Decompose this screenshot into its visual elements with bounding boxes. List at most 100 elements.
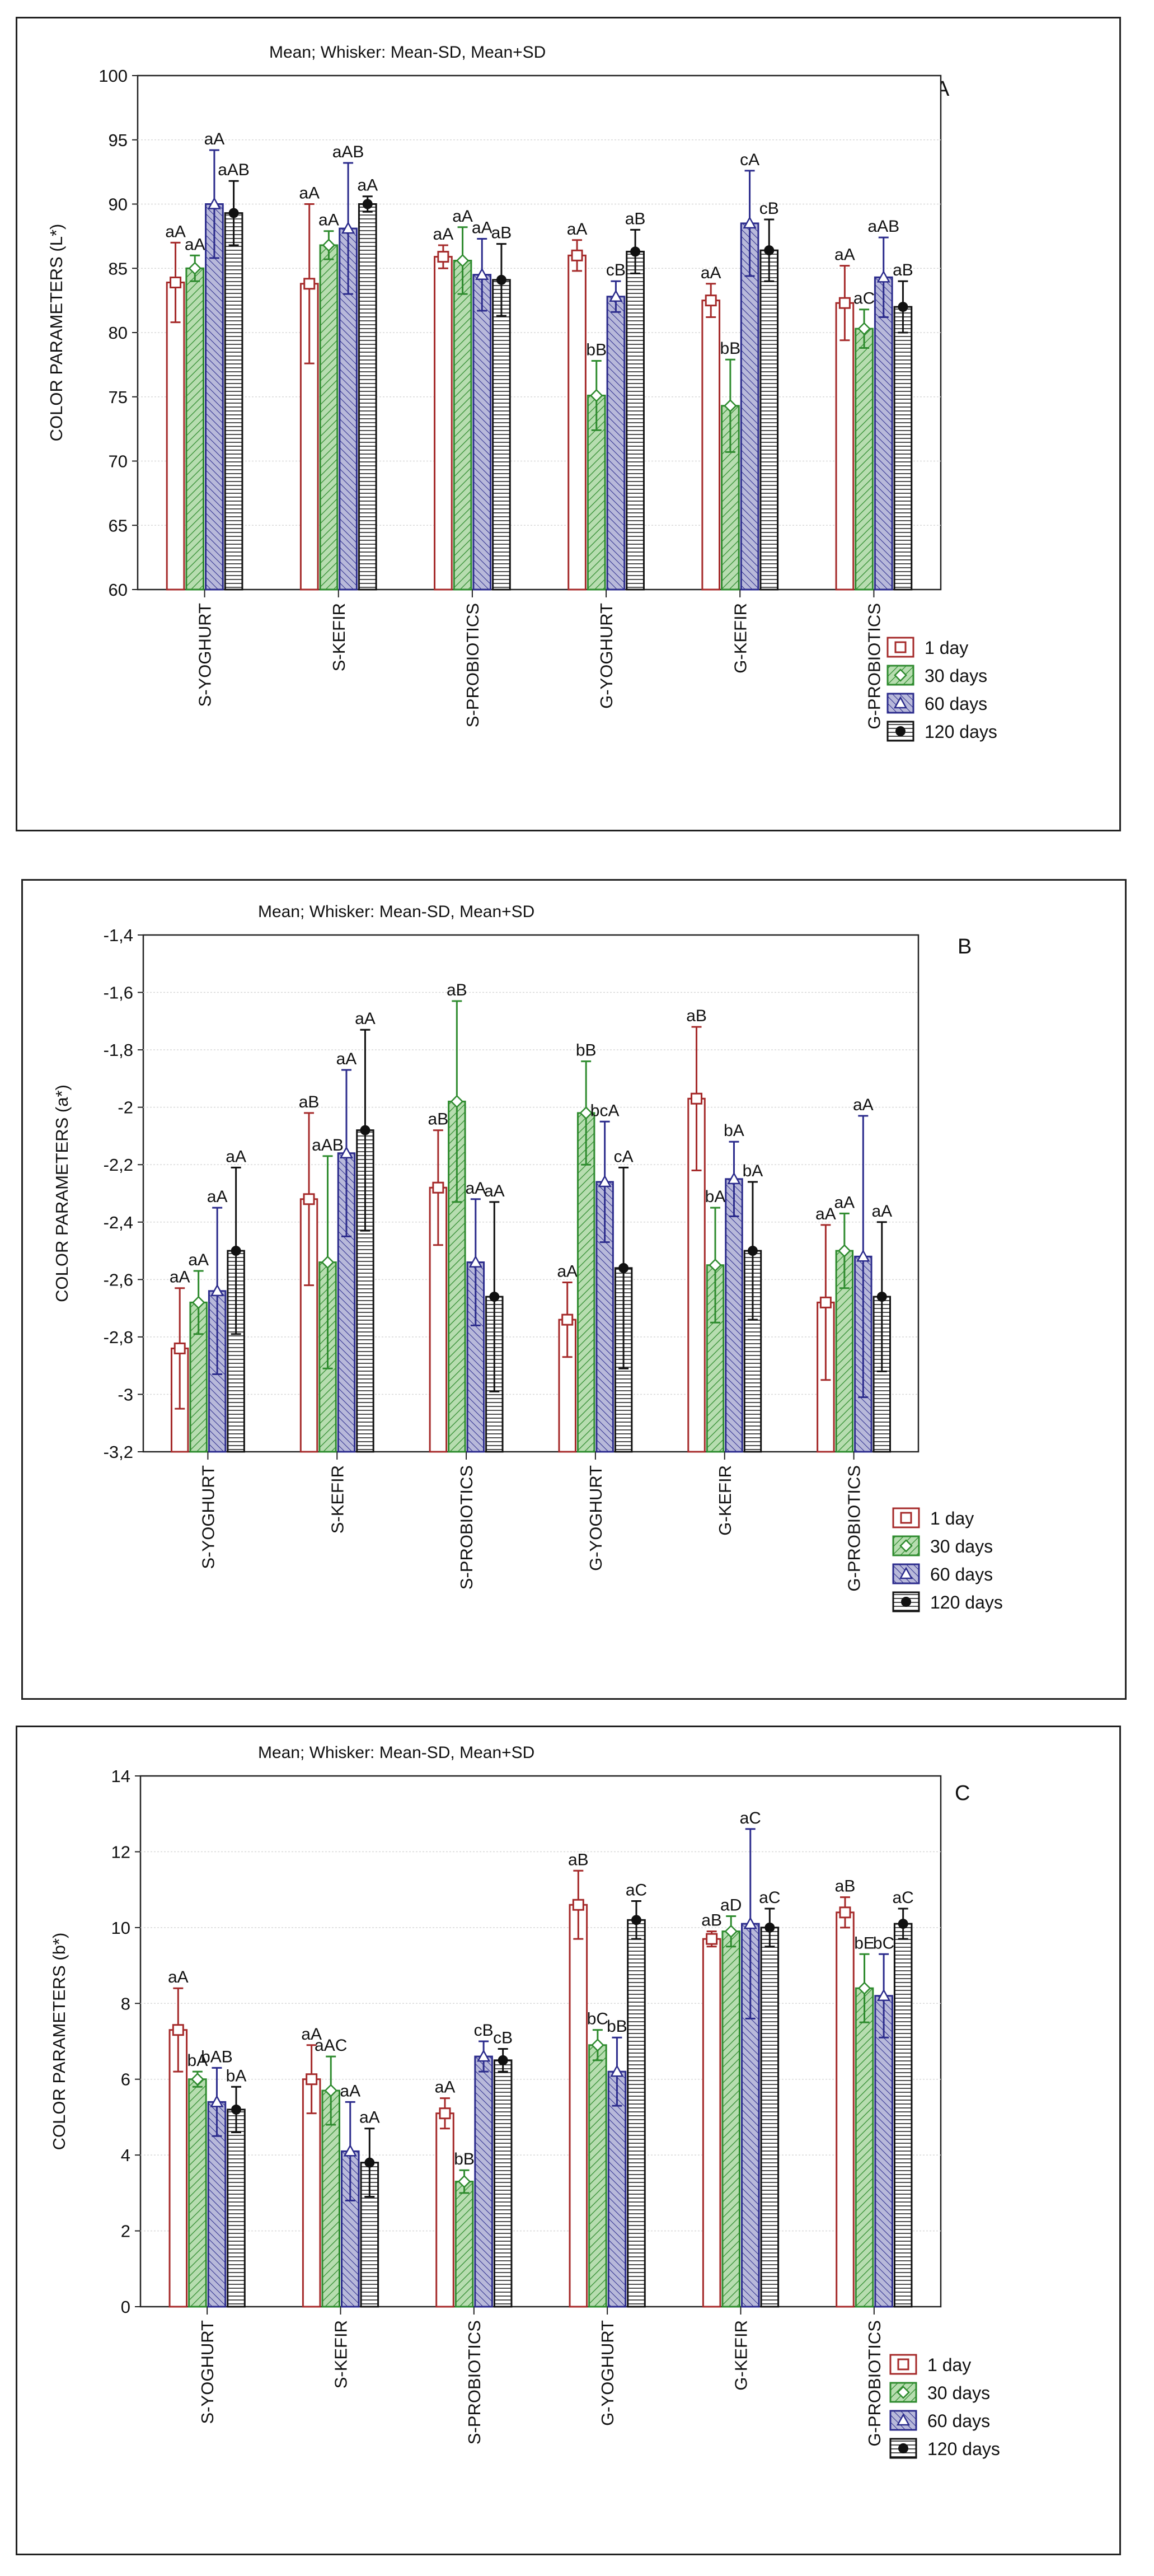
mean-marker: [343, 2144, 357, 2157]
significance-label: aC: [759, 1888, 780, 1907]
y-axis-label: COLOR PARAMETERS (b*): [49, 1933, 69, 2150]
mean-marker: [747, 1246, 758, 1256]
bar: [188, 2078, 207, 2308]
significance-label: cB: [606, 261, 626, 279]
bar: [893, 306, 913, 591]
mean-marker: [631, 1915, 642, 1925]
legend-marker: [901, 1597, 911, 1607]
mean-marker: [709, 1258, 722, 1272]
mean-marker: [856, 1249, 870, 1262]
mean-marker: [743, 216, 757, 229]
y-axis-label: COLOR PARAMETERS (L*): [46, 224, 66, 442]
mean-marker: [362, 199, 373, 209]
bar: [435, 2112, 454, 2308]
bar: [358, 203, 377, 591]
mean-marker: [498, 2055, 508, 2065]
mean-marker: [432, 1181, 444, 1194]
significance-label: aC: [853, 289, 875, 308]
mean-marker: [339, 1146, 354, 1158]
significance-label: aA: [168, 1968, 189, 1986]
chart-title: Mean; Whisker: Mean-SD, Mean+SD: [269, 43, 546, 62]
significance-label: bAB: [201, 2047, 233, 2066]
significance-label: aAB: [218, 161, 250, 179]
plot-area: [142, 934, 920, 1453]
y-tick-label: -1,8: [104, 1040, 133, 1060]
bar: [607, 2070, 627, 2308]
bar: [318, 1261, 337, 1453]
legend-marker: [899, 1567, 913, 1579]
y-tick-label: 10: [111, 1918, 130, 1938]
significance-label: aA: [355, 1009, 376, 1028]
y-tick-label: 90: [109, 195, 128, 214]
significance-label: cB: [474, 2021, 494, 2040]
significance-label: aA: [188, 1251, 209, 1269]
bar: [472, 274, 492, 591]
bar: [227, 2109, 246, 2308]
mean-marker: [228, 208, 239, 218]
legend-marker: [896, 2413, 911, 2426]
significance-label: cB: [759, 199, 779, 218]
y-tick-label: -2,4: [104, 1213, 133, 1232]
y-tick-label: -3: [118, 1385, 133, 1404]
y-tick-label: 14: [111, 1766, 130, 1786]
mean-marker: [341, 221, 355, 234]
mean-marker: [898, 302, 908, 312]
significance-label: aA: [299, 184, 320, 203]
mean-marker: [324, 2084, 337, 2097]
mean-marker: [173, 1342, 186, 1354]
y-tick-label: -2,6: [104, 1270, 133, 1289]
mean-marker: [609, 289, 623, 302]
significance-label: bB: [586, 340, 607, 359]
mean-marker: [468, 1255, 482, 1268]
bar: [319, 244, 339, 591]
legend-marker: [897, 2358, 909, 2371]
chart-a-svg: Mean; Whisker: Mean-SD, Mean+SDA60657075…: [46, 43, 997, 742]
legend-marker: [894, 641, 907, 653]
legend-label: 60 days: [930, 1564, 993, 1584]
legend-marker: [893, 696, 908, 709]
significance-label: cA: [740, 151, 759, 169]
mean-marker: [876, 1292, 887, 1302]
mean-marker: [727, 1172, 741, 1185]
bar: [299, 283, 319, 591]
x-tick-label: G-PROBIOTICS: [864, 603, 884, 730]
y-tick-label: 65: [109, 516, 128, 535]
mean-marker: [188, 261, 202, 275]
significance-label: aB: [428, 1110, 449, 1129]
bar: [185, 267, 205, 591]
mean-marker: [591, 2039, 604, 2052]
significance-label: bB: [720, 339, 741, 358]
significance-label: aA: [301, 2025, 322, 2044]
significance-label: aA: [465, 1179, 486, 1198]
bar: [606, 296, 626, 591]
legend-marker: [894, 668, 907, 682]
chart-panel-a: Mean; Whisker: Mean-SD, Mean+SD A 60 65 70 75…: [16, 17, 1121, 831]
mean-marker: [231, 2104, 242, 2115]
x-tick-label: S-YOGHURT: [198, 2320, 217, 2424]
mean-marker: [819, 1296, 832, 1308]
significance-label: aD: [720, 1896, 742, 1915]
mean-marker: [630, 246, 641, 257]
significance-label: aC: [626, 1881, 647, 1899]
chart-title: Mean; Whisker: Mean-SD, Mean+SD: [258, 903, 534, 921]
significance-label: aA: [340, 2082, 360, 2100]
mean-marker: [450, 1095, 464, 1109]
bar: [224, 212, 243, 591]
significance-label: bC: [587, 2010, 608, 2028]
bar: [702, 1938, 721, 2308]
bar: [558, 1319, 576, 1453]
y-tick-label: 95: [109, 130, 128, 150]
bar: [893, 1923, 913, 2308]
mean-marker: [724, 1924, 738, 1938]
significance-label: aA: [433, 225, 454, 244]
mean-marker: [191, 2072, 204, 2086]
significance-label: bB: [576, 1041, 597, 1060]
significance-label: bC: [873, 1934, 894, 1952]
significance-label: aA: [165, 222, 186, 241]
mean-marker: [838, 1244, 851, 1257]
y-tick-label: -1,4: [104, 925, 133, 945]
significance-label: aB: [491, 224, 512, 242]
bar: [759, 249, 779, 591]
bar: [321, 2089, 340, 2308]
mean-marker: [705, 294, 717, 307]
